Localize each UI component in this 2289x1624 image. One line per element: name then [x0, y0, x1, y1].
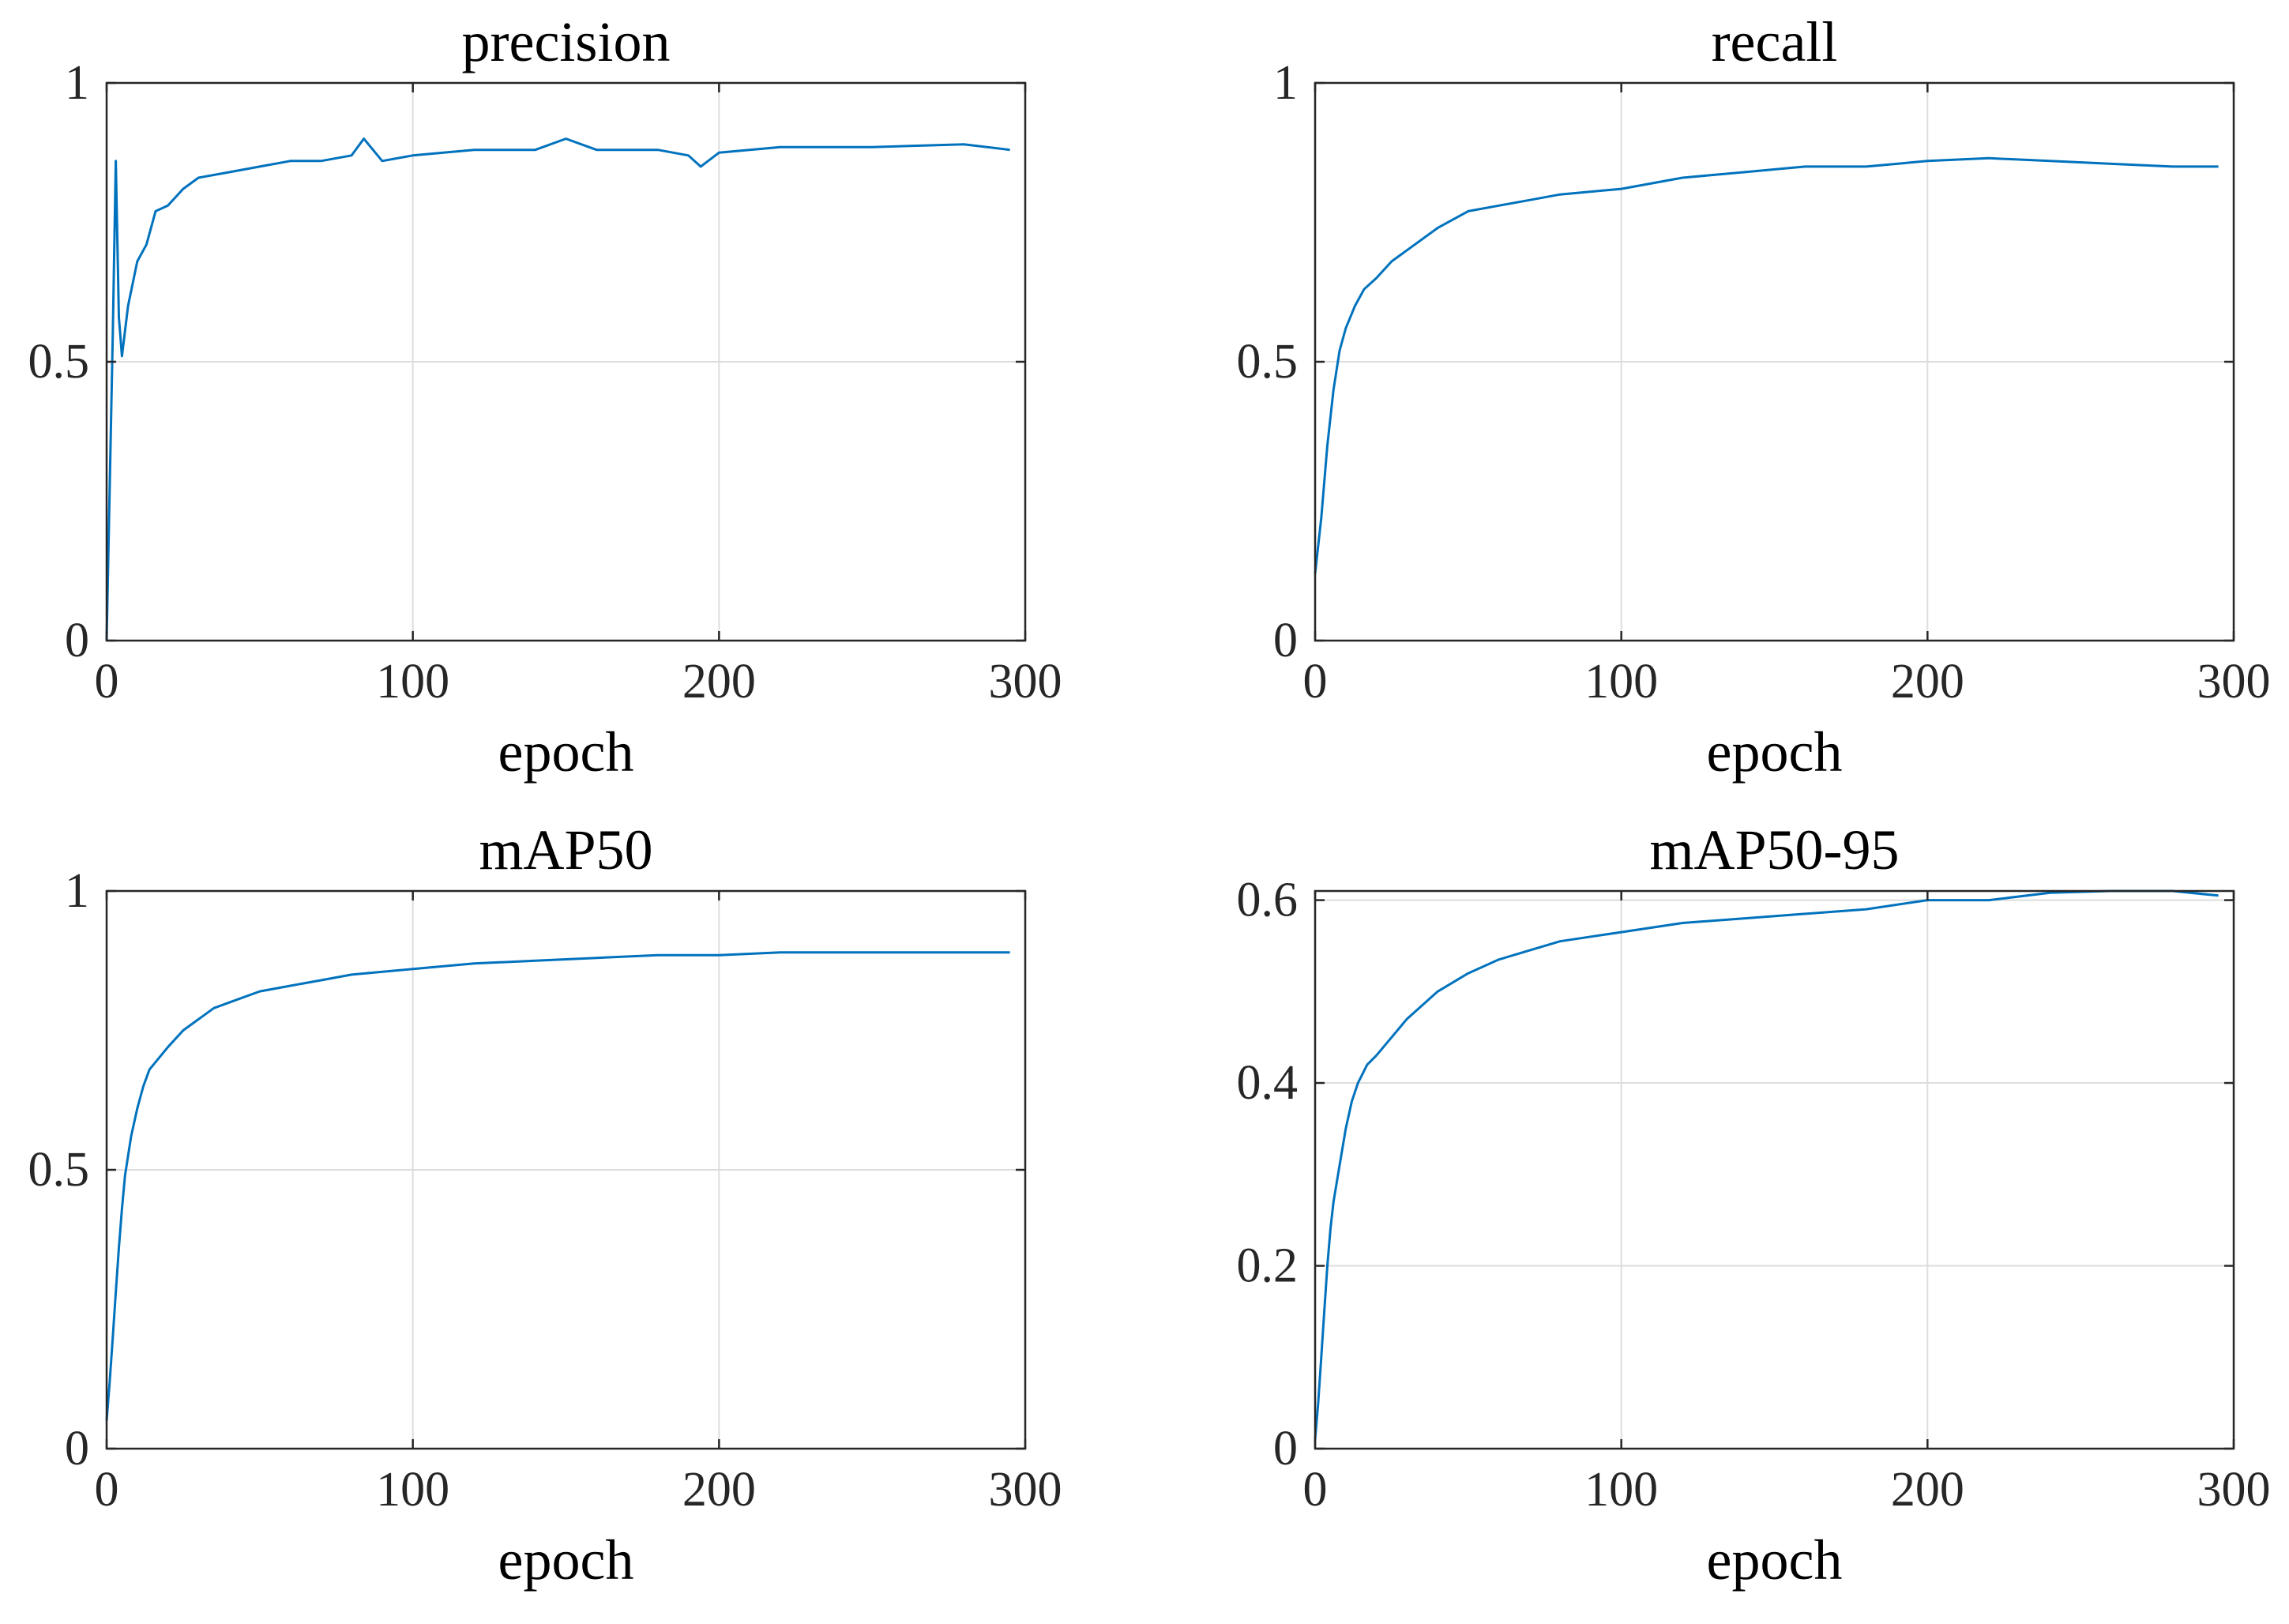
chart-panel-2: 0 100 200 300 0 0.5 1 recall epoch: [1237, 10, 2271, 784]
y-tick-label: 0: [65, 1422, 89, 1476]
chart-panel-4: 0 100 200 300 0 0.2 0.4 0.6 mAP50-95 epoch: [1237, 818, 2271, 1592]
axes-box: [1314, 889, 2235, 1450]
x-tick-label: 0: [1303, 655, 1328, 709]
series-line-precision: [105, 137, 1010, 641]
y-tick-label: 1: [65, 864, 89, 918]
x-tick-label: 0: [95, 655, 119, 709]
y-tick-label: 0.5: [1237, 335, 1299, 389]
x-tick-label: 300: [989, 655, 1062, 709]
x-axis-label: epoch: [1707, 720, 1843, 784]
x-tick-label: 100: [1584, 1463, 1658, 1517]
chart-panel-3: 0 100 200 300 0 0.5 1 mAP50 epoch: [28, 818, 1062, 1592]
y-tick-label: 1: [65, 56, 89, 110]
chart-panel-1: 0 100 200 300 0 0.5 1 precision epoch: [28, 10, 1062, 784]
y-tick-label: 0: [65, 614, 89, 667]
x-tick-label: 100: [376, 1463, 449, 1517]
y-tick-label: 0: [1273, 1422, 1298, 1476]
y-tick-label: 0.5: [28, 335, 90, 389]
y-tick-label: 0.6: [1237, 874, 1299, 927]
x-tick-label: 300: [2197, 1463, 2271, 1517]
series-line-recall: [1314, 156, 2219, 574]
chart-title: mAP50: [479, 818, 652, 882]
chart-title: mAP50-95: [1649, 818, 1899, 882]
y-tick-label: 0: [1273, 614, 1298, 667]
x-tick-label: 0: [1303, 1463, 1328, 1517]
x-tick-label: 300: [989, 1463, 1062, 1517]
x-tick-label: 200: [682, 655, 756, 709]
x-axis-label: epoch: [1707, 1528, 1843, 1592]
series-line-mAP50: [105, 951, 1010, 1421]
x-tick-label: 100: [376, 655, 449, 709]
x-tick-label: 200: [1891, 1463, 1964, 1517]
y-tick-label: 0.2: [1237, 1239, 1299, 1293]
y-tick-label: 0.4: [1237, 1056, 1299, 1110]
chart-title: precision: [462, 10, 671, 73]
x-axis-label: epoch: [498, 720, 634, 784]
x-tick-label: 0: [95, 1463, 119, 1517]
x-axis-label: epoch: [498, 1528, 634, 1592]
y-tick-label: 0.5: [28, 1143, 90, 1197]
x-tick-label: 100: [1584, 655, 1658, 709]
chart-title: recall: [1712, 10, 1838, 73]
x-tick-label: 200: [682, 1463, 756, 1517]
x-tick-label: 300: [2197, 655, 2271, 709]
y-tick-label: 1: [1273, 56, 1298, 110]
plot-area: [1315, 891, 2234, 1449]
x-tick-label: 200: [1891, 655, 1964, 709]
